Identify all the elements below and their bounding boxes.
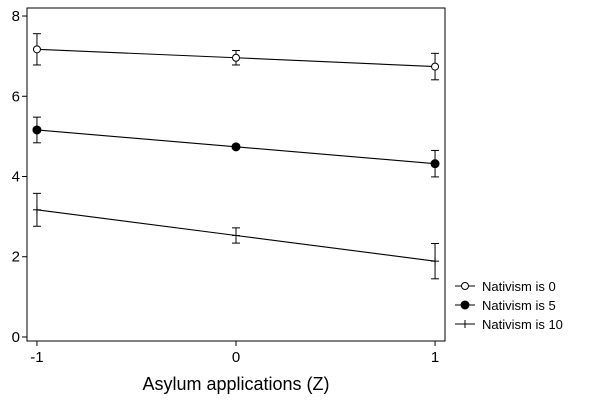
data-point (232, 53, 240, 62)
series-2 (32, 192, 440, 280)
data-point (32, 205, 41, 214)
series-1 (32, 116, 440, 178)
legend-label: Nativism is 5 (482, 298, 556, 313)
y-axis: 0 2 4 6 8 (12, 8, 27, 346)
data-point (231, 142, 241, 152)
x-tick-label: -1 (30, 349, 43, 366)
x-axis: -1 0 1 (30, 341, 439, 366)
x-tick-label: 0 (232, 349, 240, 366)
legend: Nativism is 0 Nativism is 5 Nativism is 10 (455, 279, 563, 332)
legend-label: Nativism is 10 (482, 317, 563, 332)
data-point (430, 159, 440, 169)
data-point (32, 125, 42, 135)
data-point (431, 257, 440, 266)
y-tick-label: 8 (12, 8, 20, 25)
data-point (32, 45, 41, 54)
data-point (232, 231, 240, 240)
series-0 (32, 33, 440, 81)
legend-item: Nativism is 5 (455, 298, 556, 313)
series-layer (32, 33, 440, 280)
y-tick-label: 0 (12, 329, 20, 346)
legend-item: Nativism is 0 (455, 279, 556, 294)
x-axis-title: Asylum applications (Z) (142, 374, 329, 394)
legend-marker (461, 282, 469, 290)
legend-item: Nativism is 10 (455, 317, 563, 332)
x-tick-label: 1 (431, 349, 439, 366)
data-point (431, 62, 440, 71)
y-tick-label: 4 (12, 169, 20, 186)
legend-marker (461, 320, 469, 328)
legend-label: Nativism is 0 (482, 279, 556, 294)
y-tick-label: 2 (12, 249, 20, 266)
legend-marker (460, 300, 470, 310)
y-tick-label: 6 (12, 88, 20, 105)
